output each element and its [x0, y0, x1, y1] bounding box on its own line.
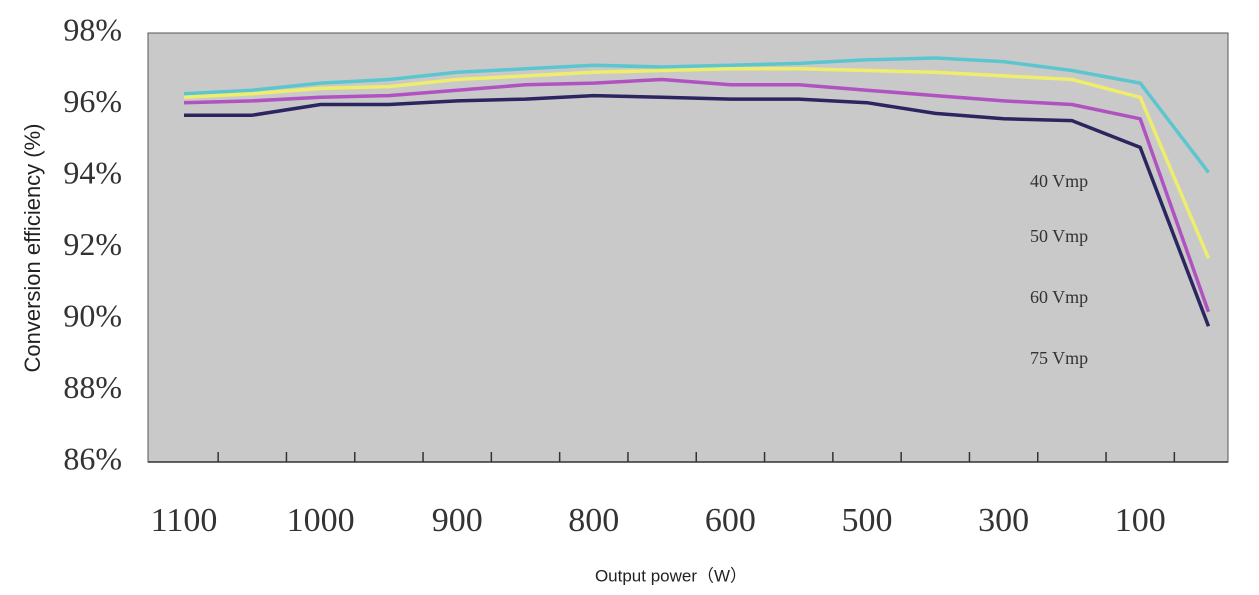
y-tick-label: 92% — [63, 226, 122, 262]
y-tick-label: 98% — [63, 11, 122, 47]
series-line — [183, 77, 1211, 313]
x-tick-label: 1000 — [287, 502, 355, 539]
legend-label: 40 Vmp — [1030, 171, 1088, 191]
x-tick-label: 1100 — [151, 502, 218, 539]
legend-label: 50 Vmp — [1030, 226, 1088, 246]
y-tick-label: 96% — [63, 83, 122, 119]
x-tick-label: 900 — [432, 502, 483, 539]
series-line — [183, 56, 1210, 174]
x-tick-label: 500 — [842, 502, 893, 539]
x-tick-label: 100 — [1115, 502, 1166, 539]
x-tick-label: 300 — [978, 502, 1029, 539]
y-tick-label: 94% — [63, 154, 122, 190]
x-tick-label: 800 — [568, 502, 619, 539]
legend-label: 75 Vmp — [1030, 348, 1088, 368]
legend-label: 60 Vmp — [1030, 287, 1088, 307]
x-axis-title: Output power（W） — [595, 566, 747, 585]
y-tick-label: 86% — [63, 440, 122, 476]
y-tick-label: 90% — [63, 297, 122, 333]
y-tick-label: 88% — [63, 369, 122, 405]
x-tick-label: 600 — [705, 502, 756, 539]
series-line — [183, 67, 1211, 259]
series-line — [184, 93, 1211, 327]
y-axis-title: Conversion efficiency (%) — [20, 123, 45, 372]
